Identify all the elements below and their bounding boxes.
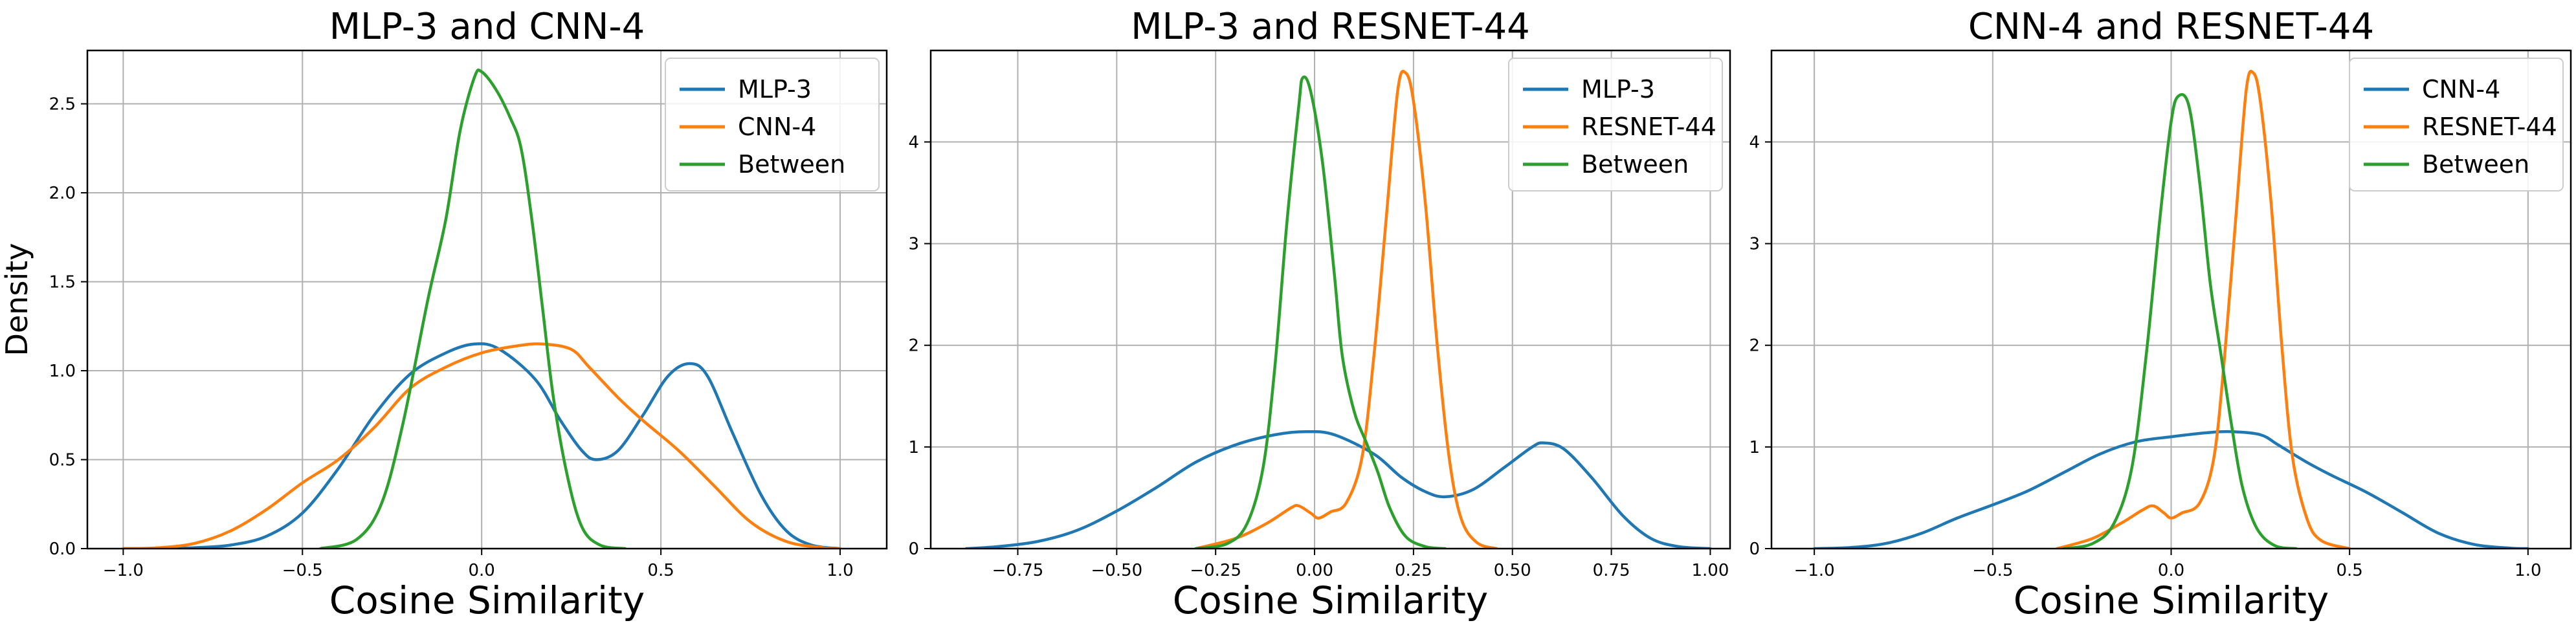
legend: MLP-3 CNN-4 Between (665, 58, 880, 191)
series-group (122, 68, 842, 549)
series-group (964, 69, 1712, 549)
x-tick-label: −0.50 (1091, 561, 1143, 580)
legend-box (1508, 58, 1723, 191)
y-tick-label: 4 (908, 133, 919, 152)
x-tick-label: 1.0 (2515, 561, 2541, 580)
series-line-mlp-3 (122, 342, 842, 549)
legend-label: Between (2422, 150, 2529, 179)
subplot-3: −1.0 −0.5 0.0 0.5 1.0 0 1 2 3 4 CNN-4 and RESNET-4… (1749, 6, 2572, 622)
chart-title: MLP-3 and CNN-4 (329, 6, 645, 48)
x-tick-label: 1.00 (1691, 561, 1729, 580)
x-tick-label: −1.0 (1794, 561, 1835, 580)
legend: MLP-3 RESNET-44 Between (1508, 58, 1723, 191)
x-axis-label: Cosine Similarity (329, 578, 645, 622)
y-tick-label: 2.0 (49, 184, 76, 203)
y-tick-label: 2 (1749, 336, 1760, 356)
x-tick-label: 0.25 (1395, 561, 1432, 580)
x-tick-label: −0.5 (282, 561, 323, 580)
x-tick-label: 0.75 (1593, 561, 1630, 580)
series-line-resnet-44 (1194, 69, 1498, 549)
x-tick-label: 0.0 (469, 561, 495, 580)
y-tick-label: 2.5 (49, 95, 76, 115)
y-tick-label: 1 (1749, 438, 1760, 457)
x-tick-label: −0.5 (1972, 561, 2013, 580)
series-line-cnn-4 (122, 342, 842, 549)
series-line-resnet-44 (2055, 69, 2351, 549)
plot-frame (86, 49, 888, 550)
y-tick-label: 1.5 (49, 273, 76, 292)
legend-box (2349, 58, 2564, 191)
legend-label: CNN-4 (2422, 75, 2500, 104)
legend-box (665, 58, 880, 191)
x-tick-label: −0.75 (992, 561, 1044, 580)
legend-label: CNN-4 (738, 113, 816, 141)
chart-title: CNN-4 and RESNET-44 (1968, 6, 2374, 48)
series-line-between (2062, 93, 2298, 549)
x-axis-label: Cosine Similarity (1173, 578, 1488, 622)
y-tick-label: 4 (1749, 133, 1760, 152)
x-tick-label: 0.50 (1494, 561, 1531, 580)
y-tick-label: 0 (1749, 540, 1760, 559)
x-tick-label: 0.5 (2336, 561, 2362, 580)
x-tick-label: −1.0 (103, 561, 144, 580)
plot-frame (929, 49, 1731, 550)
series-group (1812, 69, 2530, 549)
y-tick-label: 3 (1749, 235, 1760, 254)
series-line-mlp-3 (964, 430, 1712, 549)
series-line-between (318, 68, 627, 549)
y-tick-label: 0.5 (49, 451, 76, 470)
subplot-1: −1.0 −0.5 0.0 0.5 1.0 0.0 0.5 1.0 1.5 2.0 2.5 MLP-3… (0, 6, 888, 622)
legend-label: MLP-3 (1581, 75, 1655, 104)
x-axis-label: Cosine Similarity (2014, 578, 2329, 622)
legend: CNN-4 RESNET-44 Between (2349, 58, 2564, 191)
series-line-between (1194, 75, 1447, 549)
legend-label: RESNET-44 (1581, 113, 1716, 141)
x-tick-label: 1.0 (827, 561, 853, 580)
y-tick-label: 0.0 (49, 540, 76, 559)
x-tick-label: 0.5 (647, 561, 674, 580)
legend-label: MLP-3 (738, 75, 812, 104)
legend-label: Between (738, 150, 845, 179)
y-tick-label: 1 (908, 438, 919, 457)
x-tick-label: 0.00 (1296, 561, 1333, 580)
y-tick-label: 2 (908, 336, 919, 356)
x-tick-label: −0.25 (1190, 561, 1241, 580)
subplot-2: −0.75 −0.50 −0.25 0.00 0.25 0.50 0.75 1.00 0 1 2 3 4… (908, 6, 1731, 622)
y-tick-label: 3 (908, 235, 919, 254)
y-axis-label: Density (0, 243, 34, 356)
y-tick-label: 1.0 (49, 362, 76, 381)
series-line-cnn-4 (1812, 430, 2530, 549)
x-tick-label: 0.0 (2158, 561, 2184, 580)
chart-title: MLP-3 and RESNET-44 (1131, 6, 1530, 48)
legend-label: Between (1581, 150, 1689, 179)
y-tick-label: 0 (908, 540, 919, 559)
legend-label: RESNET-44 (2422, 113, 2557, 141)
